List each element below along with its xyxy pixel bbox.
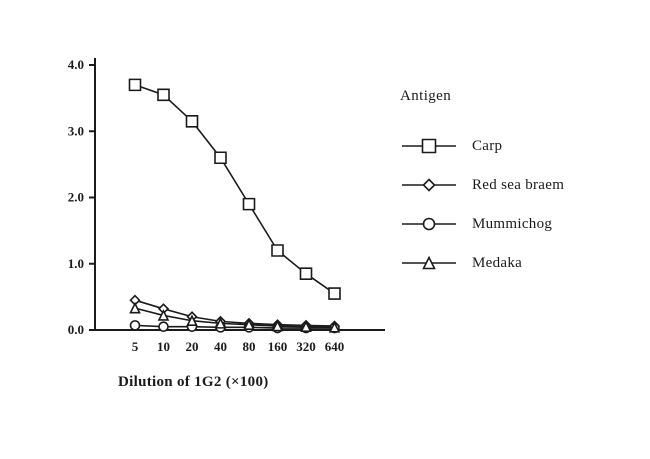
- triangle-marker-icon: [186, 314, 198, 327]
- svg-text:1.0: 1.0: [68, 256, 84, 271]
- legend-label: Medaka: [472, 254, 523, 271]
- triangle-marker-icon: [271, 319, 284, 332]
- triangle-marker-icon: [129, 301, 141, 314]
- svg-text:10: 10: [157, 339, 170, 354]
- square-marker-icon: [185, 115, 199, 128]
- triangle-marker-icon: [402, 255, 456, 270]
- circle-marker-icon: [158, 321, 169, 332]
- legend-entries: Carp Red sea braem Mummichog Medaka: [400, 135, 630, 274]
- legend-label: Mummichog: [472, 215, 553, 232]
- svg-text:40: 40: [214, 339, 227, 354]
- legend-label: Carp: [472, 137, 503, 154]
- svg-text:2.0: 2.0: [68, 190, 84, 205]
- square-marker-icon: [328, 287, 341, 300]
- square-marker-icon: [157, 88, 170, 102]
- circle-marker-icon: [402, 217, 456, 231]
- triangle-marker-icon: [157, 309, 170, 321]
- square-marker-icon: [242, 197, 256, 211]
- square-marker-icon: [128, 78, 142, 92]
- series-line-medaka: [134, 307, 335, 329]
- triangle-marker-icon: [328, 321, 341, 333]
- triangle-marker-icon: [243, 318, 255, 330]
- legend-entry-red-sea-braem: Red sea braem: [400, 174, 630, 196]
- svg-text:80: 80: [243, 339, 256, 354]
- square-marker-icon: [299, 267, 313, 280]
- square-marker-icon: [271, 244, 284, 257]
- square-marker-icon: [402, 138, 456, 154]
- line-chart: 0.0 1.0 2.0 3.0 4.0 5 10 20 40 80 160 320 640: [68, 57, 385, 354]
- svg-text:640: 640: [325, 339, 345, 354]
- svg-text:5: 5: [132, 339, 139, 354]
- legend-entry-carp: Carp: [400, 135, 630, 157]
- square-marker-icon: [421, 138, 437, 154]
- series-line-carp: [134, 84, 335, 295]
- diamond-marker-icon: [402, 178, 456, 192]
- diamond-marker-icon: [422, 178, 436, 192]
- circle-marker-icon: [129, 320, 141, 331]
- legend-entry-medaka: Medaka: [400, 252, 630, 274]
- svg-text:3.0: 3.0: [68, 123, 84, 138]
- svg-text:320: 320: [296, 339, 316, 354]
- legend-entry-mummichog: Mummichog: [400, 213, 630, 235]
- triangle-marker-icon: [300, 320, 312, 332]
- svg-text:160: 160: [268, 339, 288, 354]
- svg-text:4.0: 4.0: [68, 57, 84, 72]
- chart-legend: Antigen Carp Red sea braem Mummichog Medaka: [400, 88, 630, 291]
- triangle-marker-icon: [422, 255, 436, 270]
- x-axis-title: Dilution of 1G2 (×100): [118, 374, 269, 390]
- square-marker-icon: [214, 151, 227, 165]
- legend-label: Red sea braem: [472, 176, 565, 193]
- svg-text:20: 20: [186, 339, 199, 354]
- circle-marker-icon: [422, 217, 436, 231]
- legend-title: Antigen: [400, 88, 452, 104]
- triangle-marker-icon: [214, 317, 227, 329]
- svg-text:0.0: 0.0: [68, 322, 84, 337]
